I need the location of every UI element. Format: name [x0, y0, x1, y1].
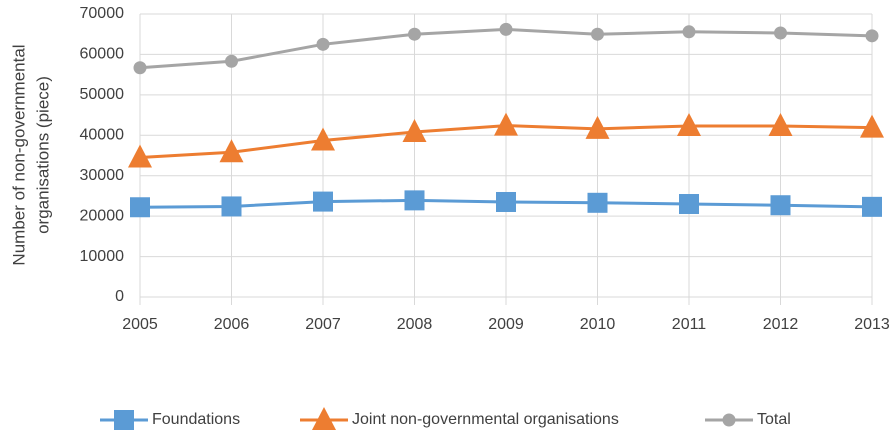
y-tick-label: 60000 — [80, 46, 125, 63]
x-tick-label: 2011 — [672, 316, 707, 333]
data-point — [404, 190, 425, 211]
legend-label: Foundations — [152, 411, 240, 428]
data-point — [862, 196, 882, 217]
data-point — [221, 196, 242, 217]
y-tick-label: 30000 — [80, 167, 125, 184]
y-tick-label: 40000 — [80, 127, 125, 144]
x-tick-label: 2007 — [305, 316, 341, 333]
data-point — [770, 195, 791, 216]
data-point — [130, 197, 150, 218]
data-point — [774, 26, 787, 40]
data-point — [316, 37, 330, 51]
y-tick-label: 70000 — [80, 5, 125, 22]
data-point — [408, 27, 421, 41]
y-axis-label: organisations (piece) — [33, 76, 52, 234]
data-point — [402, 119, 427, 143]
x-tick-label: 2009 — [488, 316, 524, 333]
legend-marker — [114, 410, 134, 430]
x-tick-label: 2012 — [763, 316, 799, 333]
data-point — [133, 61, 147, 75]
data-point — [128, 144, 152, 168]
data-point — [679, 194, 699, 215]
data-point — [494, 112, 518, 136]
data-point — [860, 114, 884, 138]
data-point — [768, 112, 793, 136]
legend-marker — [722, 413, 736, 427]
data-point — [311, 127, 335, 151]
y-axis-label: Number of non-governmental — [9, 44, 28, 265]
data-point — [677, 112, 701, 136]
y-tick-label: 20000 — [80, 207, 125, 224]
data-point — [499, 22, 513, 36]
data-point — [585, 115, 610, 139]
data-point — [225, 54, 238, 68]
x-tick-label: 2005 — [122, 316, 158, 333]
y-tick-label: 10000 — [80, 248, 125, 265]
data-point — [682, 25, 696, 39]
data-point — [219, 139, 244, 163]
y-tick-label: 50000 — [80, 86, 125, 103]
data-point — [587, 192, 608, 213]
x-tick-label: 2006 — [214, 316, 250, 333]
y-tick-label: 0 — [115, 288, 124, 305]
x-tick-label: 2013 — [854, 316, 890, 333]
legend-label: Total — [757, 411, 791, 428]
data-point — [313, 191, 333, 212]
data-point — [865, 29, 879, 43]
x-tick-label: 2010 — [580, 316, 616, 333]
legend-marker — [312, 407, 336, 430]
data-point — [591, 27, 604, 41]
legend-label: Joint non-governmental organisations — [352, 411, 619, 428]
data-point — [496, 191, 516, 212]
x-tick-label: 2008 — [397, 316, 433, 333]
